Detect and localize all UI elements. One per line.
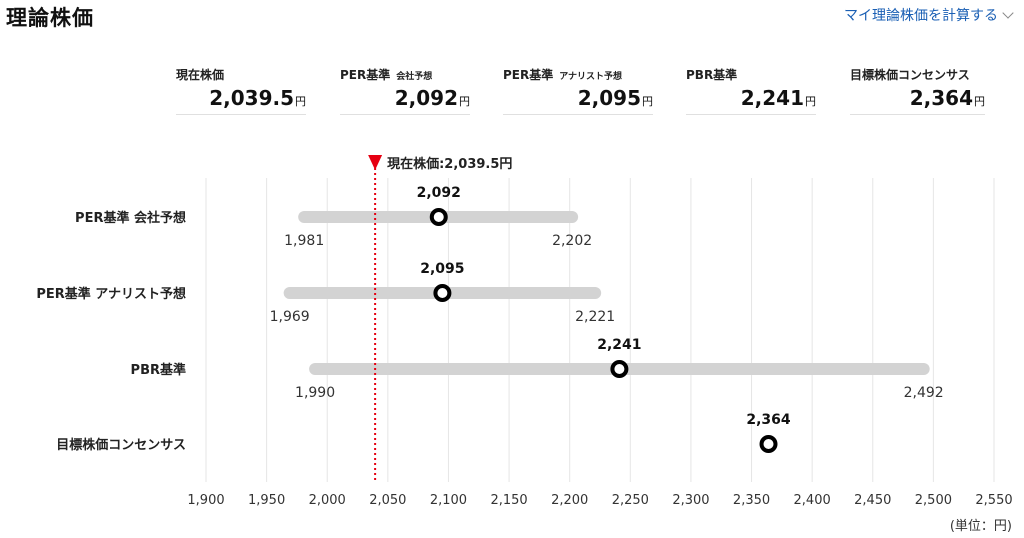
- stat-pbr: PBR基準 2,241円: [686, 66, 816, 115]
- x-tick-label: 2,100: [430, 493, 467, 508]
- stat-label: PBR基準: [686, 68, 738, 82]
- value-label: 2,364: [746, 412, 791, 428]
- stat-target-consensus: 目標株価コンセンサス 2,364円: [850, 66, 985, 115]
- stat-value: 2,092: [394, 86, 458, 110]
- range-low-label: 1,969: [270, 309, 310, 325]
- stat-per-analyst: PER基準 アナリスト予想 2,095円: [503, 66, 653, 115]
- x-tick-label: 2,050: [369, 493, 406, 508]
- value-marker: [610, 360, 629, 378]
- value-label: 2,095: [420, 261, 464, 277]
- current-price-marker: [368, 155, 383, 170]
- range-high-label: 2,492: [904, 385, 944, 401]
- summary-bar: 現在株価 2,039.5円 PER基準 会社予想 2,092円 PER基準 アナリス…: [0, 66, 1024, 118]
- value-label: 2,092: [417, 185, 461, 201]
- value-marker: [759, 435, 778, 453]
- stat-value: 2,364: [909, 86, 973, 110]
- x-tick-label: 2,400: [794, 493, 831, 508]
- stat-current-price: 現在株価 2,039.5円: [176, 66, 306, 115]
- x-tick-label: 2,500: [915, 493, 952, 508]
- x-tick-label: 2,550: [975, 493, 1012, 508]
- stat-sublabel: アナリスト予想: [559, 72, 623, 82]
- unit-note: (単位：円): [949, 519, 1012, 534]
- calc-theory-price-link[interactable]: マイ理論株価を計算する: [844, 5, 1014, 25]
- value-marker: [433, 284, 452, 302]
- value-label: 2,241: [597, 337, 641, 353]
- stat-per-company: PER基準 会社予想 2,092円: [340, 66, 470, 115]
- stat-label: PER基準: [503, 68, 554, 82]
- stat-unit: 円: [974, 95, 985, 108]
- x-tick-label: 2,350: [733, 493, 770, 508]
- row-label: PER基準 アナリスト予想: [36, 286, 186, 302]
- range-high-label: 2,202: [552, 233, 592, 249]
- stat-value: 2,095: [577, 86, 641, 110]
- current-price-label: 現在株価:2,039.5円: [387, 156, 512, 172]
- x-tick-label: 1,950: [248, 493, 285, 508]
- stat-label: 目標株価コンセンサス: [850, 68, 970, 82]
- range-high-label: 2,221: [575, 309, 615, 325]
- x-tick-label: 1,900: [187, 493, 224, 508]
- calc-link-label: マイ理論株価を計算する: [844, 8, 998, 24]
- page-title: 理論株価: [6, 6, 94, 30]
- stat-label: PER基準: [340, 68, 391, 82]
- row-label: PER基準 会社予想: [75, 210, 186, 226]
- stat-unit: 円: [805, 95, 816, 108]
- x-tick-label: 2,000: [309, 493, 346, 508]
- stat-label: 現在株価: [176, 68, 225, 82]
- x-tick-label: 2,150: [490, 493, 527, 508]
- stat-value: 2,039.5: [209, 86, 294, 110]
- x-tick-label: 2,250: [612, 493, 649, 508]
- x-tick-label: 2,450: [854, 493, 891, 508]
- x-tick-label: 2,200: [551, 493, 588, 508]
- value-marker: [429, 208, 448, 226]
- stat-unit: 円: [642, 95, 653, 108]
- row-label: PBR基準: [131, 362, 186, 378]
- range-low-label: 1,990: [295, 385, 335, 401]
- stat-value: 2,241: [740, 86, 804, 110]
- x-tick-label: 2,300: [672, 493, 709, 508]
- range-low-label: 1,981: [284, 233, 324, 249]
- stat-unit: 円: [459, 95, 470, 108]
- stat-sublabel: 会社予想: [396, 72, 433, 82]
- stat-unit: 円: [295, 95, 306, 108]
- row-label: 目標株価コンセンサス: [56, 437, 186, 453]
